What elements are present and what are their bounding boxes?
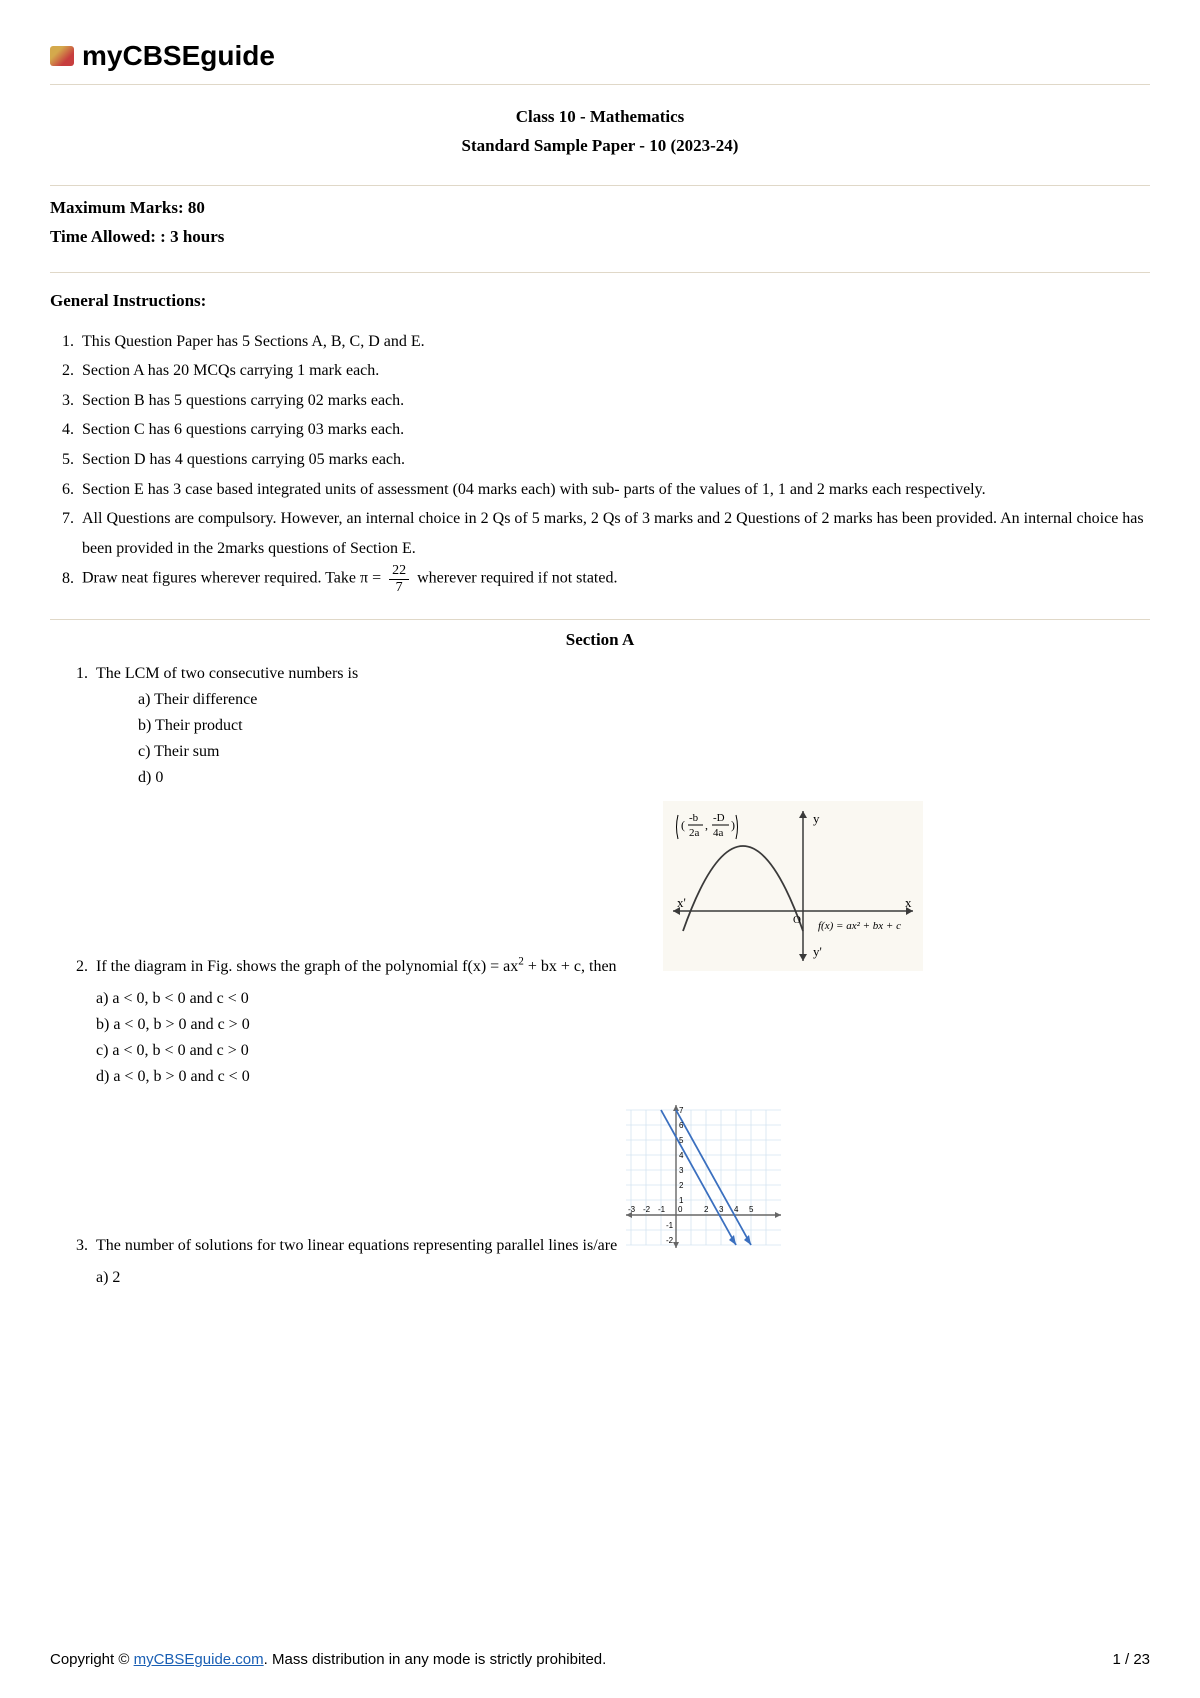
option-b: b) Their product [138, 713, 1150, 739]
option-a: a) a < 0, b < 0 and c < 0 [96, 986, 1150, 1012]
copyright-text: Copyright © myCBSEguide.com. Mass distri… [50, 1651, 606, 1668]
question-1: The LCM of two consecutive numbers is a)… [92, 660, 1150, 791]
site-link[interactable]: myCBSEguide.com [134, 1651, 264, 1668]
divider [50, 272, 1150, 273]
svg-text:y: y [813, 811, 820, 826]
parabola-graph: y y' x x' O f(x) = ax² + bx + c ( -b 2a … [663, 801, 923, 980]
svg-text:f(x) = ax² + bx + c: f(x) = ax² + bx + c [818, 920, 901, 932]
svg-text:4: 4 [679, 1151, 684, 1160]
instruction-item: Section A has 20 MCQs carrying 1 mark ea… [78, 356, 1150, 386]
q2-prefix: If the diagram in Fig. shows the graph o… [96, 958, 518, 975]
instruction-text: Draw neat figures wherever required. Tak… [82, 570, 385, 587]
divider [50, 619, 1150, 620]
svg-text:x': x' [677, 895, 686, 910]
question-2: If the diagram in Fig. shows the graph o… [92, 795, 1150, 1090]
question-text: The LCM of two consecutive numbers is [96, 665, 358, 682]
instructions-list: This Question Paper has 5 Sections A, B,… [50, 327, 1150, 596]
question-text: The number of solutions for two linear e… [96, 1237, 617, 1254]
svg-text:-1: -1 [666, 1221, 674, 1230]
instruction-item: Section C has 6 questions carrying 03 ma… [78, 415, 1150, 445]
svg-text:4a: 4a [713, 827, 724, 839]
svg-text:7: 7 [679, 1106, 684, 1115]
linear-graph: -3 -2 -1 0 2 3 4 5 7 6 5 4 3 2 1 -1 -2 [621, 1100, 791, 1259]
linear-svg: -3 -2 -1 0 2 3 4 5 7 6 5 4 3 2 1 -1 -2 [621, 1100, 791, 1250]
instruction-item: Draw neat figures wherever required. Tak… [78, 563, 1150, 595]
option-d: d) 0 [138, 765, 1150, 791]
svg-text:x: x [905, 895, 912, 910]
svg-text:,: , [705, 818, 708, 832]
option-c: c) Their sum [138, 739, 1150, 765]
svg-text:1: 1 [679, 1196, 684, 1205]
q2-suffix: + bx + c, then [524, 958, 617, 975]
max-marks: Maximum Marks: 80 [50, 194, 1150, 223]
svg-text:-2: -2 [643, 1205, 651, 1214]
divider [50, 84, 1150, 85]
instruction-text: wherever required if not stated. [413, 570, 617, 587]
option-b: b) a < 0, b > 0 and c > 0 [96, 1012, 1150, 1038]
instruction-item: Section D has 4 questions carrying 05 ma… [78, 445, 1150, 475]
svg-text:-b: -b [689, 812, 699, 824]
question-text: If the diagram in Fig. shows the graph o… [96, 958, 617, 975]
site-title: myCBSEguide [82, 40, 275, 72]
svg-text:-3: -3 [628, 1205, 636, 1214]
svg-text:(: ( [681, 818, 685, 832]
svg-text:2a: 2a [689, 827, 700, 839]
logo-icon [50, 46, 74, 66]
class-title: Class 10 - Mathematics [50, 103, 1150, 132]
svg-text:-1: -1 [658, 1205, 666, 1214]
page-number: 1 / 23 [1112, 1651, 1150, 1668]
options: a) Their difference b) Their product c) … [96, 687, 1150, 791]
option-a: a) Their difference [138, 687, 1150, 713]
copyright-suffix: . Mass distribution in any mode is stric… [264, 1651, 607, 1668]
instruction-item: This Question Paper has 5 Sections A, B,… [78, 327, 1150, 357]
svg-text:2: 2 [679, 1181, 684, 1190]
questions-list: The LCM of two consecutive numbers is a)… [50, 660, 1150, 1291]
svg-text:3: 3 [679, 1166, 684, 1175]
copyright-prefix: Copyright © [50, 1651, 134, 1668]
divider [50, 185, 1150, 186]
svg-text:5: 5 [749, 1205, 754, 1214]
parabola-svg: y y' x x' O f(x) = ax² + bx + c ( -b 2a … [663, 801, 923, 971]
paper-title: Standard Sample Paper - 10 (2023-24) [50, 132, 1150, 161]
svg-text:y': y' [813, 944, 822, 959]
svg-text:2: 2 [704, 1205, 709, 1214]
svg-text:O: O [793, 914, 801, 926]
svg-text:-2: -2 [666, 1236, 674, 1245]
page-footer: Copyright © myCBSEguide.com. Mass distri… [50, 1651, 1150, 1668]
instruction-item: Section B has 5 questions carrying 02 ma… [78, 386, 1150, 416]
options: a) a < 0, b < 0 and c < 0 b) a < 0, b > … [96, 986, 1150, 1090]
options: a) 2 [96, 1265, 1150, 1291]
option-c: c) a < 0, b < 0 and c > 0 [96, 1038, 1150, 1064]
svg-text:4: 4 [734, 1205, 739, 1214]
paper-header: Class 10 - Mathematics Standard Sample P… [50, 103, 1150, 161]
svg-text:-D: -D [713, 812, 725, 824]
instruction-item: All Questions are compulsory. However, a… [78, 504, 1150, 563]
meta-info: Maximum Marks: 80 Time Allowed: : 3 hour… [50, 194, 1150, 252]
svg-text:): ) [731, 818, 735, 832]
option-d: d) a < 0, b > 0 and c < 0 [96, 1064, 1150, 1090]
question-3: The number of solutions for two linear e… [92, 1094, 1150, 1291]
instruction-item: Section E has 3 case based integrated un… [78, 475, 1150, 505]
svg-text:0: 0 [678, 1205, 683, 1214]
site-header: myCBSEguide [50, 40, 1150, 72]
time-allowed: Time Allowed: : 3 hours [50, 223, 1150, 252]
fraction-den: 7 [389, 580, 409, 595]
section-a-title: Section A [50, 630, 1150, 650]
instructions-title: General Instructions: [50, 291, 1150, 311]
svg-text:6: 6 [679, 1121, 684, 1130]
option-a: a) 2 [96, 1265, 1150, 1291]
fraction-num: 22 [389, 563, 409, 579]
svg-text:5: 5 [679, 1136, 684, 1145]
svg-text:3: 3 [719, 1205, 724, 1214]
fraction: 227 [389, 563, 409, 595]
